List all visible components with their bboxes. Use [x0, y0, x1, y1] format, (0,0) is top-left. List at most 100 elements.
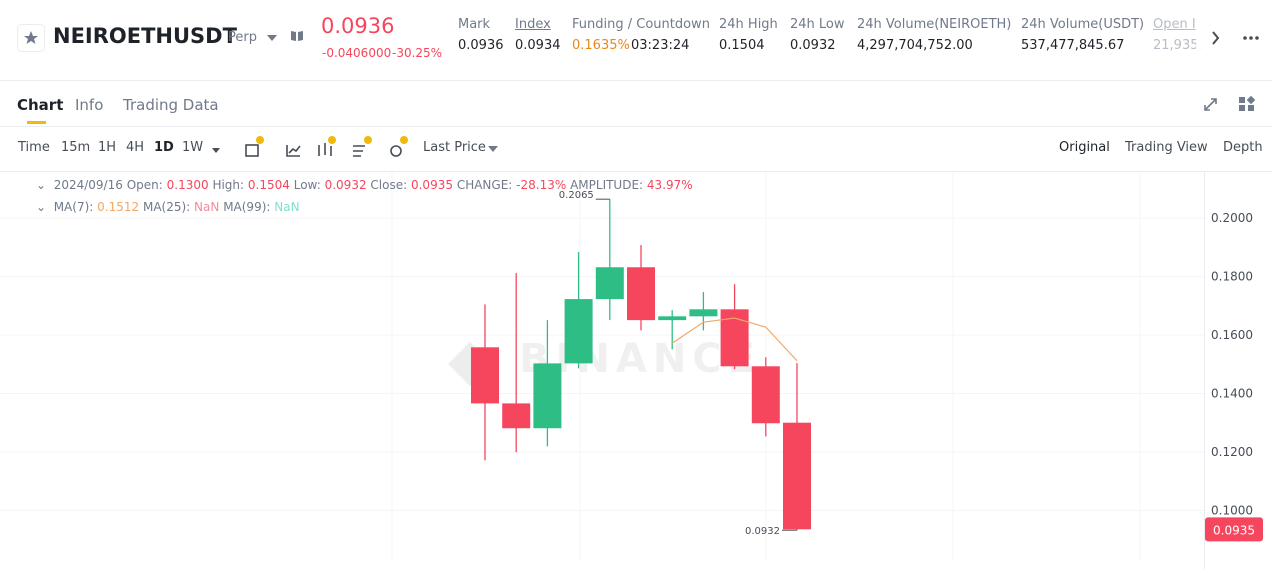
legend-value: 0.1504 — [247, 178, 290, 192]
legend-label: MA(7): — [53, 200, 94, 214]
last-price-label: 0.0935 — [1213, 523, 1255, 537]
calendar-icon[interactable] — [245, 144, 259, 157]
ohlc-legend: ⌄ 2024/09/16 Open: 0.1300 High: 0.1504 L… — [36, 178, 693, 192]
interval[interactable]: 1W — [182, 140, 204, 155]
more-button[interactable] — [1243, 36, 1259, 40]
legend-value: 0.1300 — [166, 178, 209, 192]
stat-value: 0.0934 — [515, 38, 561, 53]
tab[interactable]: Trading Data — [123, 96, 219, 114]
legend-toggle[interactable]: ⌄ — [36, 200, 50, 214]
legend-value: 0.0932 — [324, 178, 367, 192]
legend-label: MA(99): — [223, 200, 271, 214]
legend-value: 43.97% — [646, 178, 693, 192]
stat-label: 24h Low — [790, 17, 845, 32]
price-change: -0.0406000 — [322, 46, 392, 60]
favorite-button[interactable] — [17, 24, 45, 52]
fullscreen-button[interactable] — [1204, 98, 1217, 111]
price-change-pct: -30.25% — [392, 46, 443, 60]
last-price: 0.0936 — [321, 14, 395, 38]
y-tick-label: 0.1600 — [1211, 328, 1253, 342]
candle-body — [658, 316, 687, 321]
legend-value: 0.1512 — [97, 200, 140, 214]
y-tick-label: 0.1200 — [1211, 445, 1253, 459]
stat-label: 24h High — [719, 17, 778, 32]
tab[interactable]: Info — [75, 96, 104, 114]
interval-dropdown[interactable] — [212, 148, 220, 153]
legend-label: CHANGE: — [456, 178, 513, 192]
stat-label: 24h Volume(USDT) — [1021, 17, 1145, 32]
gear-icon[interactable] — [390, 145, 402, 157]
low-annotation: 0.0932 — [745, 526, 780, 537]
chart-toolbar: Time 15m 1H 4H 1D 1W Last Price Original… — [0, 127, 1272, 172]
stat-label: Mark — [458, 17, 491, 32]
candle-body — [564, 299, 593, 364]
stat-value: 0.1504 — [719, 38, 765, 53]
view-option[interactable]: Depth — [1223, 140, 1263, 155]
legend-label: AMPLITUDE: — [570, 178, 644, 192]
symbol-dropdown[interactable] — [266, 34, 278, 42]
view-option[interactable]: Trading View — [1125, 140, 1208, 155]
stat-label: Funding / Countdown — [572, 17, 710, 32]
legend-value: 0.0935 — [410, 178, 453, 192]
interval[interactable]: 4H — [126, 140, 145, 155]
interval[interactable]: 1H — [98, 140, 117, 155]
candle-body — [471, 347, 499, 404]
indicator-icon[interactable] — [286, 145, 301, 157]
tab-indicator — [27, 121, 46, 124]
legend-value: NaN — [274, 200, 300, 214]
price-type[interactable]: Last Price — [423, 140, 486, 155]
interval[interactable]: 15m — [61, 140, 91, 155]
funding-rate: 0.1635% — [572, 38, 630, 53]
legend-label: Open: — [126, 178, 163, 192]
candle-body — [751, 366, 780, 424]
legend-value: -28.13% — [516, 178, 567, 192]
candle-body — [627, 267, 655, 321]
price-type-dropdown[interactable] — [487, 145, 499, 153]
stat-value: 537,477,845.67 — [1021, 38, 1125, 53]
tab-icons — [1204, 95, 1256, 111]
ma-line — [671, 317, 798, 362]
candle-body — [502, 403, 531, 429]
interval[interactable]: Time — [18, 140, 50, 155]
layout-button[interactable] — [1239, 95, 1256, 111]
high-annotation: 0.2065 — [559, 190, 594, 201]
candle-body — [595, 267, 624, 300]
legend-label: Low: — [293, 178, 321, 192]
scroll-right[interactable] — [1212, 31, 1220, 45]
interval-active[interactable]: 1D — [154, 140, 174, 155]
stat-value: 0.0932 — [790, 38, 836, 53]
last-price-tag — [1205, 517, 1263, 542]
stat-value: 21,935. — [1153, 38, 1203, 53]
ma-legend: ⌄ MA(7): 0.1512 MA(25): NaN MA(99): NaN — [36, 200, 300, 214]
candle-body — [783, 422, 811, 530]
toolbar-icons — [212, 136, 408, 157]
stat-label: 24h Volume(NEIROETH) — [857, 17, 1012, 32]
book-icon[interactable] — [290, 29, 304, 43]
contract-type: Perp — [228, 30, 257, 45]
candlestick-chart: BINANCE 0.10000.12000.14000.16000.18000.… — [0, 172, 1263, 569]
countdown: 03:23:24 — [631, 38, 690, 53]
stat-label[interactable]: Open I — [1153, 17, 1196, 32]
legend-label: Close: — [370, 178, 408, 192]
legend-date: 2024/09/16 — [53, 178, 123, 192]
candle-body — [533, 363, 562, 429]
y-tick-label: 0.1400 — [1211, 386, 1253, 400]
tab-bar: Chart Info Trading Data — [0, 81, 1272, 127]
candle-icon[interactable] — [318, 143, 332, 156]
legend-label: High: — [212, 178, 245, 192]
legend-toggle[interactable]: ⌄ — [36, 178, 50, 192]
header-controls — [1196, 0, 1272, 76]
tab[interactable]: Chart — [17, 96, 64, 114]
y-tick-label: 0.1800 — [1211, 270, 1253, 284]
legend-value: NaN — [194, 200, 220, 214]
view-option-active[interactable]: Original — [1059, 140, 1110, 155]
y-tick-label: 0.2000 — [1211, 211, 1253, 225]
symbol[interactable]: NEIROETHUSDT — [53, 24, 237, 48]
candle-body — [689, 309, 718, 317]
stat-label[interactable]: Index — [515, 17, 551, 32]
legend-label: MA(25): — [142, 200, 191, 214]
y-tick-label: 0.1000 — [1211, 503, 1253, 517]
settings-list-icon[interactable] — [353, 145, 365, 157]
stat-value: 0.0936 — [458, 38, 504, 53]
